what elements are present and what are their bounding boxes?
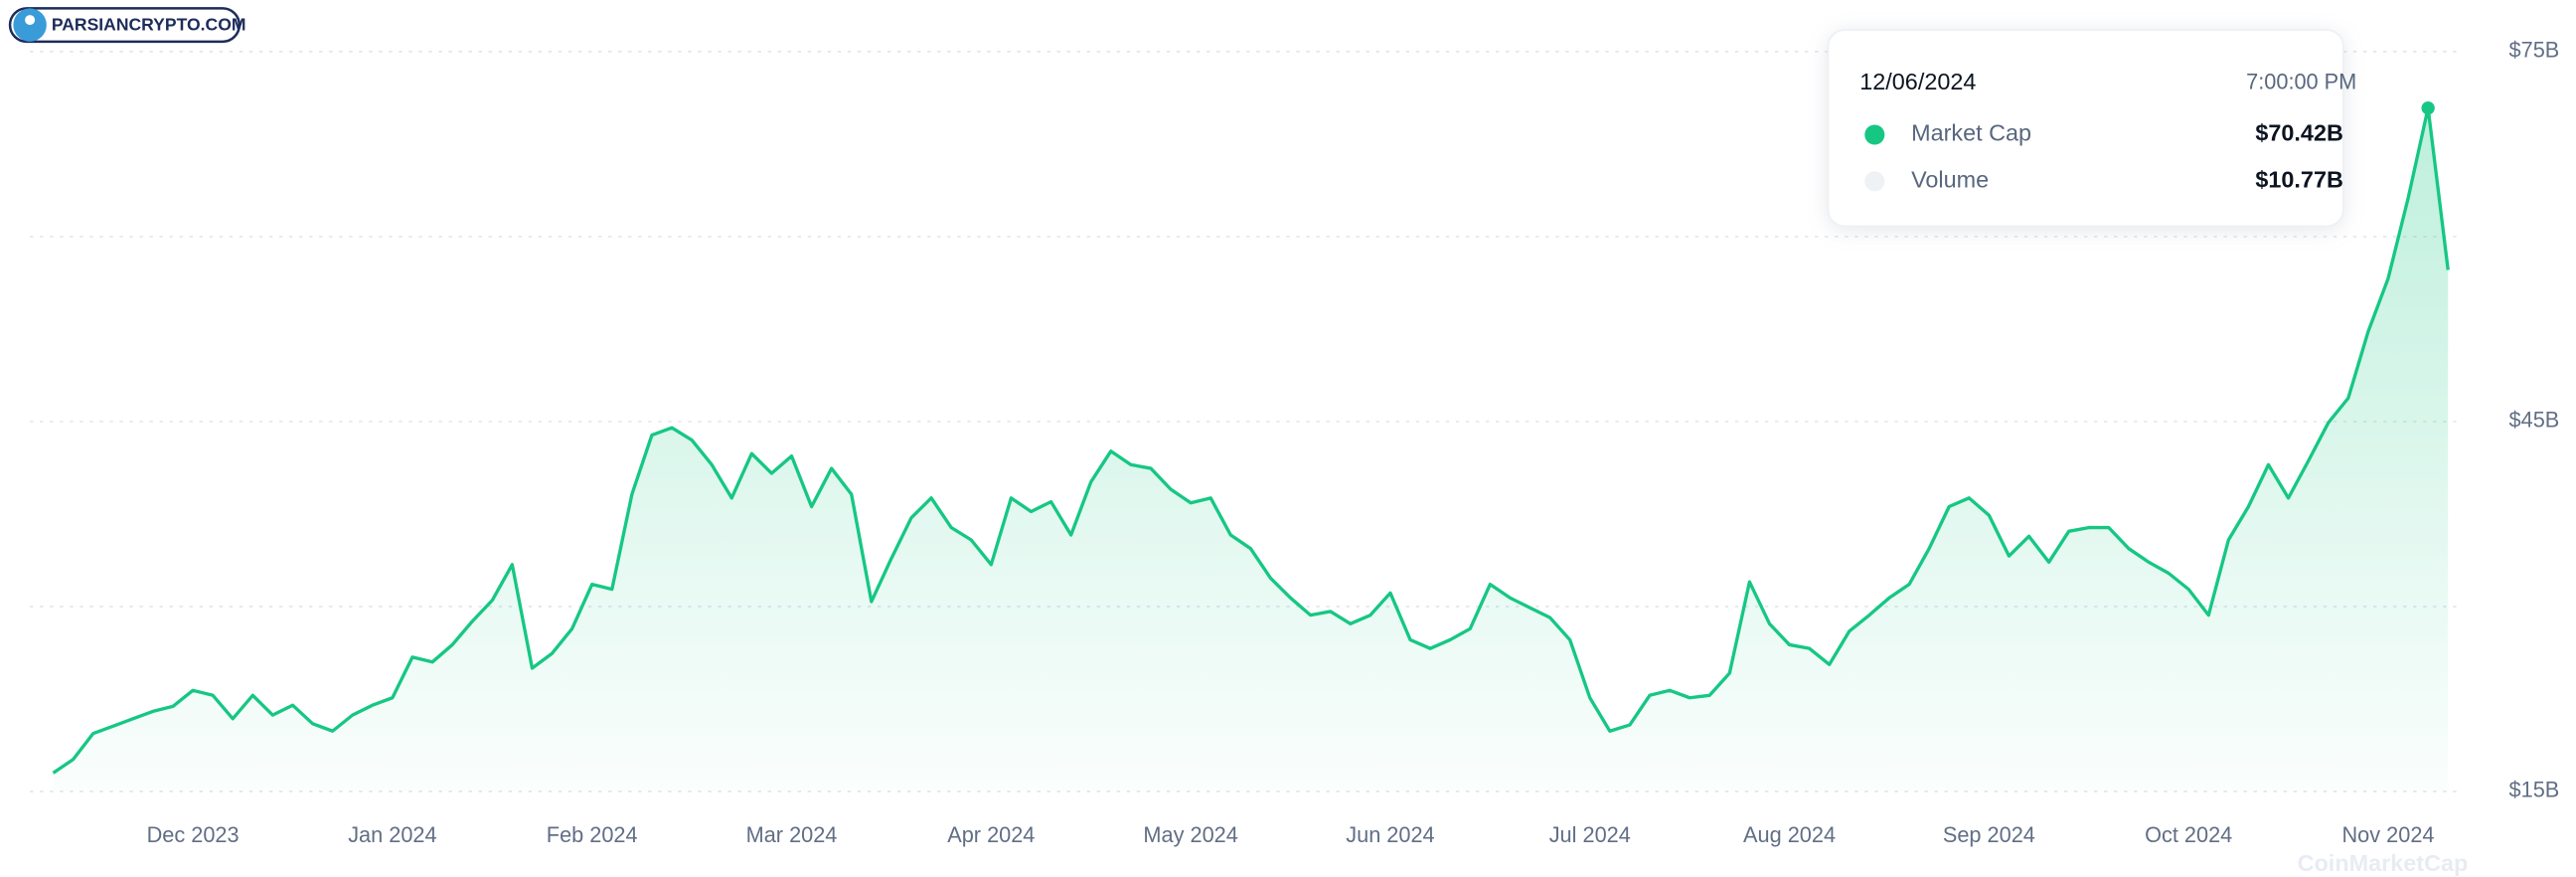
y-tick-label: $15B <box>2509 778 2560 802</box>
x-tick-label: Feb 2024 <box>547 822 638 847</box>
tooltip-value: $10.77B <box>2255 166 2343 192</box>
plot: $15B $45B $75B Dec 2023 Jan 2024 Feb 2024 Mar … <box>30 38 2559 847</box>
x-tick-label: Jun 2024 <box>1346 822 1434 847</box>
x-tick-label: Jul 2024 <box>1549 822 1631 847</box>
line <box>52 105 2450 775</box>
tooltip-label: Market Cap <box>1911 120 2031 146</box>
x-tick-label: May 2024 <box>1143 822 1237 847</box>
x-tick-label: Apr 2024 <box>947 822 1035 847</box>
x-tick-label: Jan 2024 <box>348 822 436 847</box>
x-tick-label: Mar 2024 <box>746 822 838 847</box>
legend-dot <box>1864 124 1885 145</box>
x-tick-label: Sep 2024 <box>1943 822 2035 847</box>
logo-icon-dot <box>25 15 36 26</box>
area-fill <box>53 107 2449 792</box>
tooltip-value: $70.42B <box>2255 120 2343 146</box>
logo-text: PARSIANCRYPTO.COM <box>52 15 246 35</box>
x-tick-label: Oct 2024 <box>2145 822 2232 847</box>
tooltip-label: Volume <box>1911 166 1989 192</box>
y-tick-label: $45B <box>2509 408 2560 433</box>
tooltip-time: 7:00:00 PM <box>2246 69 2356 93</box>
x-tick-label: Aug 2024 <box>1743 822 1836 847</box>
tooltip-date: 12/06/2024 <box>1859 69 1976 94</box>
hover-point <box>2421 100 2435 115</box>
watermark: CoinMarketCap <box>2298 850 2469 876</box>
tooltip: 12/06/2024 7:00:00 PM Market Cap $70.42B… <box>1827 29 2356 228</box>
x-tick-label: Dec 2023 <box>147 822 240 847</box>
logo: PARSIANCRYPTO.COM <box>8 7 246 44</box>
legend-dot <box>1864 171 1885 192</box>
logo-badge <box>8 7 242 44</box>
tooltip-box <box>1827 29 2344 228</box>
x-tick-label: Nov 2024 <box>2342 822 2435 847</box>
y-tick-label: $75B <box>2509 38 2560 63</box>
